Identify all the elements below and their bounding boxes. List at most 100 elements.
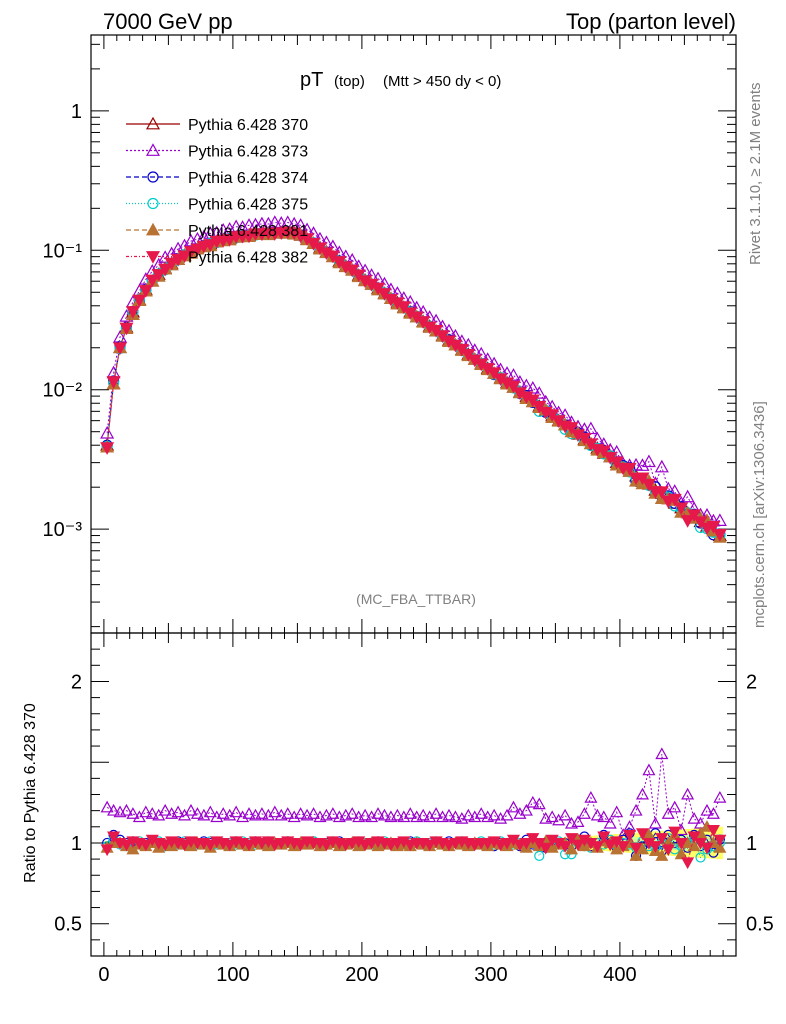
- x-tick-label: 400: [603, 964, 636, 986]
- ratio-point: [558, 808, 572, 821]
- data-point: [132, 294, 147, 308]
- data-point: [487, 367, 502, 381]
- data-point: [609, 456, 624, 470]
- ratio-point: [448, 810, 462, 823]
- ratio-point: [216, 807, 230, 819]
- ratio-point: [229, 805, 243, 818]
- ratio-point: [281, 807, 295, 819]
- ratio-point: [603, 816, 617, 829]
- data-point: [667, 493, 682, 507]
- ratio-point: [442, 808, 456, 821]
- analysis-watermark: (MC_FBA_TTBAR): [356, 591, 476, 607]
- ratio-point: [681, 787, 695, 800]
- mcplots-label: mcplots.cern.ch [arXiv:1306.3436]: [751, 401, 768, 628]
- ratio-point: [203, 805, 217, 818]
- ratio-point: [681, 857, 695, 870]
- ratio-point: [474, 807, 488, 819]
- ratio-point: [358, 808, 372, 821]
- series-0: [100, 225, 727, 541]
- ratio-point: [674, 837, 688, 850]
- ratio-point: [139, 805, 153, 818]
- data-point: [635, 472, 650, 486]
- ratio-point: [268, 805, 282, 818]
- data-point: [506, 368, 521, 381]
- ratio-ylabel: Ratio to Pythia 6.428 370: [22, 703, 39, 883]
- data-point: [674, 502, 689, 516]
- ratio-point: [255, 807, 269, 819]
- legend-label: Pythia 6.428 382: [188, 250, 308, 267]
- data-point: [564, 422, 579, 435]
- series-line: [106, 231, 720, 536]
- legend-label: Pythia 6.428 373: [188, 144, 308, 161]
- series-line: [106, 231, 721, 536]
- legend-marker: [145, 143, 161, 156]
- legend-label: Pythia 6.428 374: [188, 170, 308, 187]
- header-right: Top (parton level): [566, 9, 736, 34]
- data-point: [396, 301, 411, 314]
- data-point: [525, 394, 540, 408]
- ratio-point: [184, 803, 198, 816]
- ratio-point: [100, 800, 114, 813]
- data-point: [145, 274, 160, 288]
- data-point: [654, 459, 669, 473]
- y-tick-label: 10⁻³: [43, 519, 83, 541]
- data-point: [506, 380, 521, 394]
- ratio-point: [203, 839, 217, 852]
- ratio-point: [506, 800, 520, 813]
- data-point: [113, 342, 128, 355]
- ratio-point: [178, 839, 192, 852]
- legend-label: Pythia 6.428 375: [188, 197, 308, 214]
- y-tick-label: 10⁻²: [43, 380, 83, 402]
- data-point: [100, 425, 115, 439]
- ratio-point: [429, 807, 443, 819]
- data-point: [635, 458, 650, 471]
- ratio-point: [539, 842, 553, 855]
- ratio-point: [307, 807, 321, 819]
- ratio-point: [642, 763, 656, 776]
- ratio-point: [423, 839, 437, 852]
- series-3: [101, 226, 726, 542]
- x-tick-label: 100: [216, 964, 249, 986]
- rivet-label: Rivet 3.1.10, ≥ 2.1M events: [747, 83, 764, 266]
- ratio-point: [500, 837, 514, 850]
- legend-entry: Pythia 6.428 373: [126, 143, 308, 161]
- ratio-point: [223, 808, 237, 821]
- legend-marker: [145, 116, 161, 130]
- y-tick-label: 10⁻¹: [43, 240, 83, 262]
- ratio-point: [706, 825, 720, 837]
- data-point: [125, 306, 140, 319]
- data-point: [687, 509, 702, 522]
- ratio-point: [365, 810, 379, 823]
- ratio-point: [577, 807, 591, 819]
- ratio-point: [377, 808, 391, 821]
- series-4: [100, 225, 727, 543]
- ratio-series-5: [100, 825, 727, 870]
- ratio-point: [629, 803, 643, 816]
- legend-marker: [145, 251, 161, 264]
- plot-title-main: pT: [300, 69, 323, 91]
- ratio-point: [565, 842, 579, 855]
- ratio-point: [584, 790, 598, 803]
- data-point: [641, 478, 656, 492]
- data-point: [712, 528, 727, 542]
- ratio-series-1: [100, 747, 727, 840]
- data-point: [706, 520, 721, 534]
- ratio-point: [371, 807, 385, 819]
- ratio-point: [629, 849, 643, 861]
- ratio-point: [571, 839, 585, 852]
- ratio-y-tick-label: 2: [71, 671, 82, 693]
- ratio-point: [713, 834, 727, 847]
- ratio-point: [107, 803, 121, 816]
- ratio-point: [158, 803, 172, 816]
- ratio-point: [236, 810, 250, 823]
- data-point: [100, 442, 115, 455]
- ratio-point: [403, 807, 417, 819]
- ratio-point: [655, 833, 669, 845]
- ratio-point: [119, 803, 133, 816]
- ratio-point: [158, 839, 172, 852]
- x-tick-label: 300: [474, 964, 507, 986]
- ratio-point: [326, 807, 340, 819]
- ratio-point: [545, 810, 559, 823]
- ratio-point: [210, 810, 224, 823]
- ratio-point: [571, 815, 585, 827]
